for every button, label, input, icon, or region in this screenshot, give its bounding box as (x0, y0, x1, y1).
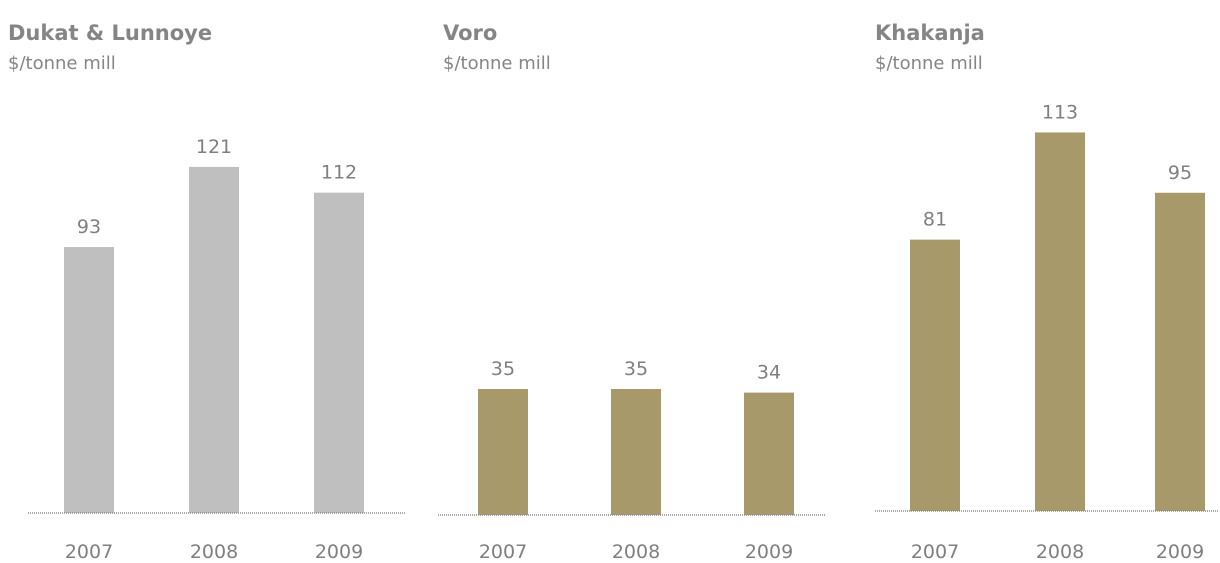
value-label: 35 (491, 358, 515, 380)
bar (1035, 132, 1085, 511)
chart-title: Voro (443, 21, 497, 45)
bar (189, 166, 239, 513)
x-tick-label: 2009 (745, 541, 793, 563)
value-label: 35 (624, 358, 648, 380)
value-label: 121 (196, 136, 232, 158)
chart-subtitle: $/tonne mill (443, 53, 551, 74)
chart-subtitle: $/tonne mill (8, 53, 116, 74)
x-tick-label: 2009 (315, 541, 363, 563)
bar (478, 389, 528, 515)
value-label: 81 (923, 209, 947, 231)
x-tick-label: 2009 (1156, 541, 1204, 563)
bar (910, 239, 960, 511)
bar (744, 392, 794, 515)
value-label: 95 (1168, 162, 1192, 184)
x-tick-label: 2007 (479, 541, 527, 563)
value-label: 93 (77, 216, 101, 238)
chart-title: Dukat & Lunnoye (8, 21, 212, 45)
x-tick-label: 2008 (612, 541, 660, 563)
x-tick-label: 2008 (1036, 541, 1084, 563)
chart-title: Khakanja (875, 21, 985, 45)
x-tick-label: 2008 (190, 541, 238, 563)
bar (314, 192, 364, 513)
chart-subtitle: $/tonne mill (875, 53, 983, 74)
value-label: 113 (1042, 101, 1078, 123)
bar (64, 247, 114, 513)
x-tick-label: 2007 (911, 541, 959, 563)
value-label: 34 (757, 362, 781, 384)
value-label: 112 (321, 162, 357, 184)
x-tick-label: 2007 (65, 541, 113, 563)
bar (611, 389, 661, 515)
bar (1155, 192, 1205, 511)
